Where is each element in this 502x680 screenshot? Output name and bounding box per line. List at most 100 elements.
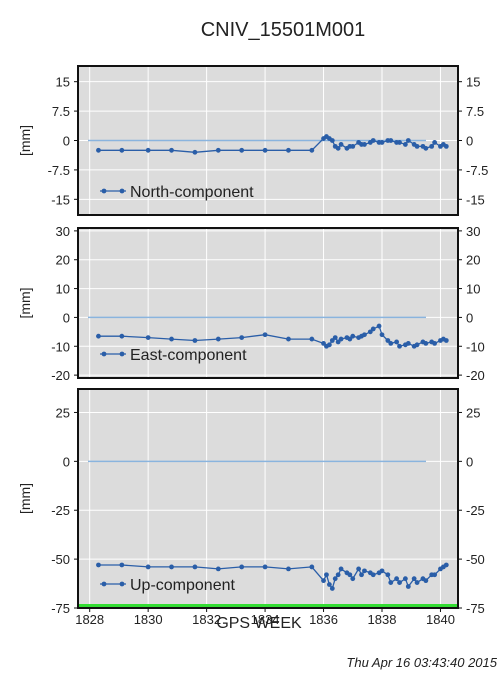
data-point <box>329 138 335 143</box>
data-point <box>379 140 385 145</box>
x-axis-ticks: 1828 1830 1832 1834 1836 1838 1840 <box>75 608 455 627</box>
data-point <box>432 572 438 578</box>
data-point <box>262 147 268 153</box>
timestamp: Thu Apr 16 03:43:40 2015 <box>346 655 497 670</box>
data-point <box>432 140 438 145</box>
data-point <box>385 338 391 343</box>
y-tick-label-right: -20 <box>466 368 485 383</box>
data-point <box>423 578 429 584</box>
data-point <box>405 584 411 589</box>
legend-label: East-component <box>130 347 247 364</box>
data-point <box>309 336 315 342</box>
baseline-bar <box>78 604 458 609</box>
data-point <box>356 566 362 572</box>
y-tick-label-right: 10 <box>466 282 480 297</box>
y-tick-label-right: -50 <box>466 552 485 567</box>
data-point <box>388 138 394 143</box>
panel-2: East-component 30 30 20 20 10 10 0 0 -10 -10 -20 -20… <box>17 224 485 383</box>
data-point <box>192 149 198 155</box>
data-point <box>347 336 353 342</box>
y-tick-label: -50 <box>51 552 70 567</box>
x-tick-label: 1828 <box>75 612 104 627</box>
data-point <box>370 138 376 143</box>
data-point <box>397 580 402 585</box>
data-point <box>96 333 101 339</box>
data-point <box>350 576 356 582</box>
data-point <box>335 572 341 578</box>
data-point <box>262 564 268 570</box>
data-point <box>338 566 344 572</box>
data-point <box>379 332 385 338</box>
data-point <box>394 339 400 345</box>
data-point <box>394 576 400 582</box>
data-point <box>145 147 151 153</box>
y-tick-label-right: 0 <box>466 310 473 325</box>
data-point <box>414 342 420 348</box>
chart-title: CNIV_15501M001 <box>201 19 366 41</box>
y-tick-label: -7.5 <box>48 163 70 178</box>
data-point <box>96 562 101 568</box>
data-point <box>321 340 326 346</box>
y-tick-label: 30 <box>56 224 70 239</box>
y-tick-label-right: 15 <box>466 75 480 90</box>
y-tick-label: 0 <box>63 454 70 469</box>
legend-marker <box>119 581 125 587</box>
data-point <box>309 147 315 153</box>
data-point <box>423 340 429 346</box>
data-point <box>429 143 435 149</box>
y-tick-label: -10 <box>51 339 70 354</box>
y-tick-label: 10 <box>56 282 70 297</box>
x-tick-label: 1836 <box>309 612 338 627</box>
data-point <box>119 147 125 153</box>
y-tick-label: 15 <box>56 75 70 90</box>
y-tick-label-right: -25 <box>466 503 485 518</box>
y-tick-label: 0 <box>63 134 70 149</box>
data-point <box>362 568 367 574</box>
data-point <box>169 336 174 342</box>
data-point <box>414 580 420 585</box>
y-tick-label: -20 <box>51 368 70 383</box>
y-tick-label-right: 30 <box>466 224 480 239</box>
panels-group: North-component 15 15 7.5 7.5 0 0 -7.5 -7.5 -15 -1… <box>17 65 488 616</box>
y-tick-label: 0 <box>63 310 70 325</box>
data-point <box>335 339 341 345</box>
data-point <box>145 335 151 341</box>
data-point <box>96 147 101 153</box>
y-tick-label-right: 25 <box>466 405 480 420</box>
data-point <box>326 342 332 348</box>
data-point <box>239 564 245 570</box>
data-point <box>397 343 402 349</box>
data-point <box>397 140 402 145</box>
data-point <box>335 145 341 151</box>
y-tick-label: 20 <box>56 253 70 268</box>
y-tick-label-right: -10 <box>466 339 485 354</box>
data-point <box>376 323 382 329</box>
data-point <box>443 562 449 568</box>
y-axis-label: [mm] <box>17 125 33 156</box>
data-point <box>432 340 438 346</box>
data-point <box>350 143 356 149</box>
data-point <box>192 564 198 570</box>
x-tick-label: 1830 <box>134 612 163 627</box>
y-tick-label-right: 20 <box>466 253 480 268</box>
data-point <box>119 333 125 339</box>
data-point <box>329 586 335 591</box>
data-point <box>145 564 151 570</box>
data-point <box>402 142 408 147</box>
x-tick-label: 1840 <box>426 612 455 627</box>
data-point <box>359 572 364 578</box>
panel-background <box>78 228 458 378</box>
y-tick-label-right: 7.5 <box>466 104 484 119</box>
data-point <box>379 568 385 574</box>
data-point <box>388 340 394 346</box>
data-point <box>192 338 198 343</box>
y-tick-label-right: -75 <box>466 601 485 616</box>
panel-background <box>78 389 458 608</box>
legend-label: Up-component <box>130 577 236 594</box>
data-point <box>286 566 291 572</box>
panel-3: Up-component 25 25 0 0 -25 -25 -50 -50 -75 -75 [mm] <box>17 388 485 616</box>
data-point <box>169 147 174 153</box>
x-tick-label: 1832 <box>192 612 221 627</box>
y-tick-label-right: 0 <box>466 454 473 469</box>
data-point <box>286 147 291 153</box>
